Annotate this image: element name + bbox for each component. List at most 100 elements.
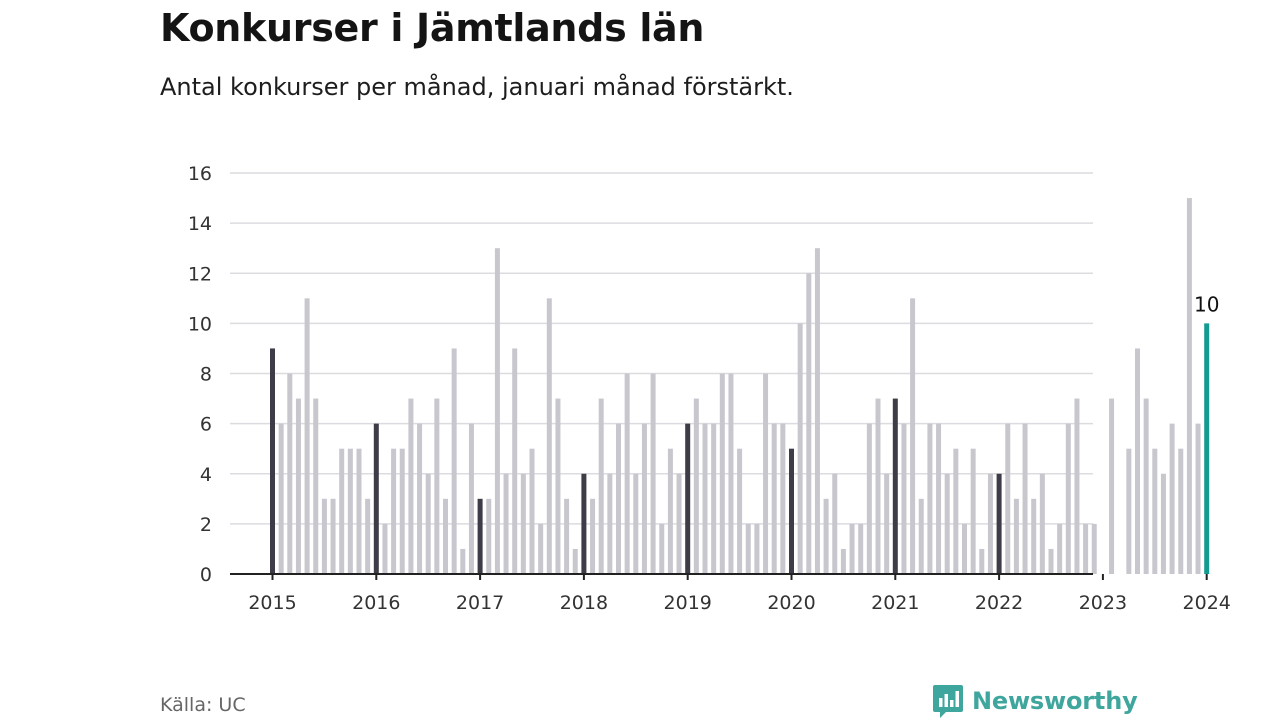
bar-january xyxy=(685,423,691,574)
bar xyxy=(287,373,293,574)
bar-january xyxy=(892,398,898,574)
bar xyxy=(1178,448,1184,574)
bar xyxy=(1065,423,1071,574)
bar xyxy=(780,423,786,574)
bar xyxy=(624,373,630,574)
bar xyxy=(884,473,890,574)
bar xyxy=(434,398,440,574)
bar xyxy=(1083,523,1089,574)
bar xyxy=(806,273,812,574)
bar-january xyxy=(789,448,794,574)
bar xyxy=(858,523,864,574)
bar xyxy=(953,448,959,574)
bar xyxy=(425,473,431,574)
x-tick-label: 2023 xyxy=(1079,592,1127,614)
bar xyxy=(443,498,448,574)
bar xyxy=(918,498,924,574)
axes: 0 2 4 6 8 10 12 14 16 10 2015 2016 2017 2018 2019 2020 2… xyxy=(188,163,1231,614)
bar xyxy=(1074,398,1080,574)
bar xyxy=(901,423,907,574)
bar-january xyxy=(373,423,379,574)
bar xyxy=(564,498,570,574)
chart-title: Konkurser i Jämtlands län xyxy=(160,6,705,50)
bar xyxy=(875,398,881,574)
bar xyxy=(1048,548,1054,574)
bar xyxy=(417,423,423,574)
bar xyxy=(797,323,803,574)
bar xyxy=(659,523,665,574)
bar xyxy=(313,398,319,574)
bar xyxy=(840,548,846,574)
x-tick-label: 2015 xyxy=(248,592,296,614)
bar xyxy=(1135,348,1140,574)
bar xyxy=(927,423,933,574)
bar-january xyxy=(477,498,483,574)
bar xyxy=(616,423,621,574)
bar xyxy=(702,423,708,574)
bar xyxy=(1022,423,1028,574)
brand-name: Newsworthy xyxy=(972,687,1138,715)
bar-latest xyxy=(1204,323,1210,574)
bar xyxy=(1126,448,1132,574)
bar xyxy=(598,398,604,574)
bar xyxy=(295,398,301,574)
bar xyxy=(321,498,327,574)
gridlines xyxy=(230,172,1093,525)
bar xyxy=(546,298,552,574)
y-tick-label: 8 xyxy=(200,364,212,386)
bar xyxy=(382,523,388,574)
bar xyxy=(633,473,639,574)
bar xyxy=(1169,423,1175,574)
bar xyxy=(970,448,976,574)
bar xyxy=(737,448,743,574)
bar xyxy=(1109,398,1115,574)
source-note: Källa: UC xyxy=(160,694,246,716)
bar xyxy=(451,348,457,574)
y-tick-label: 16 xyxy=(188,163,212,185)
bar xyxy=(641,423,647,574)
bar xyxy=(304,298,310,574)
y-tick-label: 2 xyxy=(200,514,212,536)
bar xyxy=(745,523,751,574)
bar xyxy=(1186,198,1192,574)
y-tick-label: 0 xyxy=(200,564,212,586)
bars xyxy=(270,198,1210,574)
bar xyxy=(1195,423,1201,574)
bar xyxy=(1091,523,1097,574)
x-tick-label: 2021 xyxy=(871,592,919,614)
bar xyxy=(468,423,474,574)
bar xyxy=(520,473,526,574)
bar xyxy=(676,473,682,574)
bar xyxy=(538,523,544,574)
bar-january xyxy=(996,473,1002,574)
newsworthy-logo-icon xyxy=(933,685,963,718)
bar xyxy=(962,523,967,574)
bar xyxy=(719,373,725,574)
bar xyxy=(1039,473,1045,574)
bar xyxy=(347,448,353,574)
bar xyxy=(494,248,500,574)
bar xyxy=(572,548,578,574)
bar xyxy=(1152,448,1158,574)
bar xyxy=(1057,523,1063,574)
bar xyxy=(486,498,492,574)
bar xyxy=(356,448,362,574)
bar xyxy=(849,523,855,574)
bar xyxy=(866,423,872,574)
bar xyxy=(512,348,518,574)
bar xyxy=(460,548,466,574)
bar xyxy=(503,473,509,574)
data-label-latest: 10 xyxy=(1194,292,1219,316)
x-tick-label: 2016 xyxy=(352,592,400,614)
bar xyxy=(711,423,717,574)
bar xyxy=(1143,398,1149,574)
bar xyxy=(814,248,820,574)
bar xyxy=(555,398,561,574)
bar xyxy=(910,298,916,574)
bar xyxy=(607,473,613,574)
y-tick-label: 6 xyxy=(200,414,212,436)
bar xyxy=(650,373,656,574)
bar xyxy=(330,498,336,574)
bar xyxy=(365,498,371,574)
y-tick-label: 12 xyxy=(188,263,212,285)
